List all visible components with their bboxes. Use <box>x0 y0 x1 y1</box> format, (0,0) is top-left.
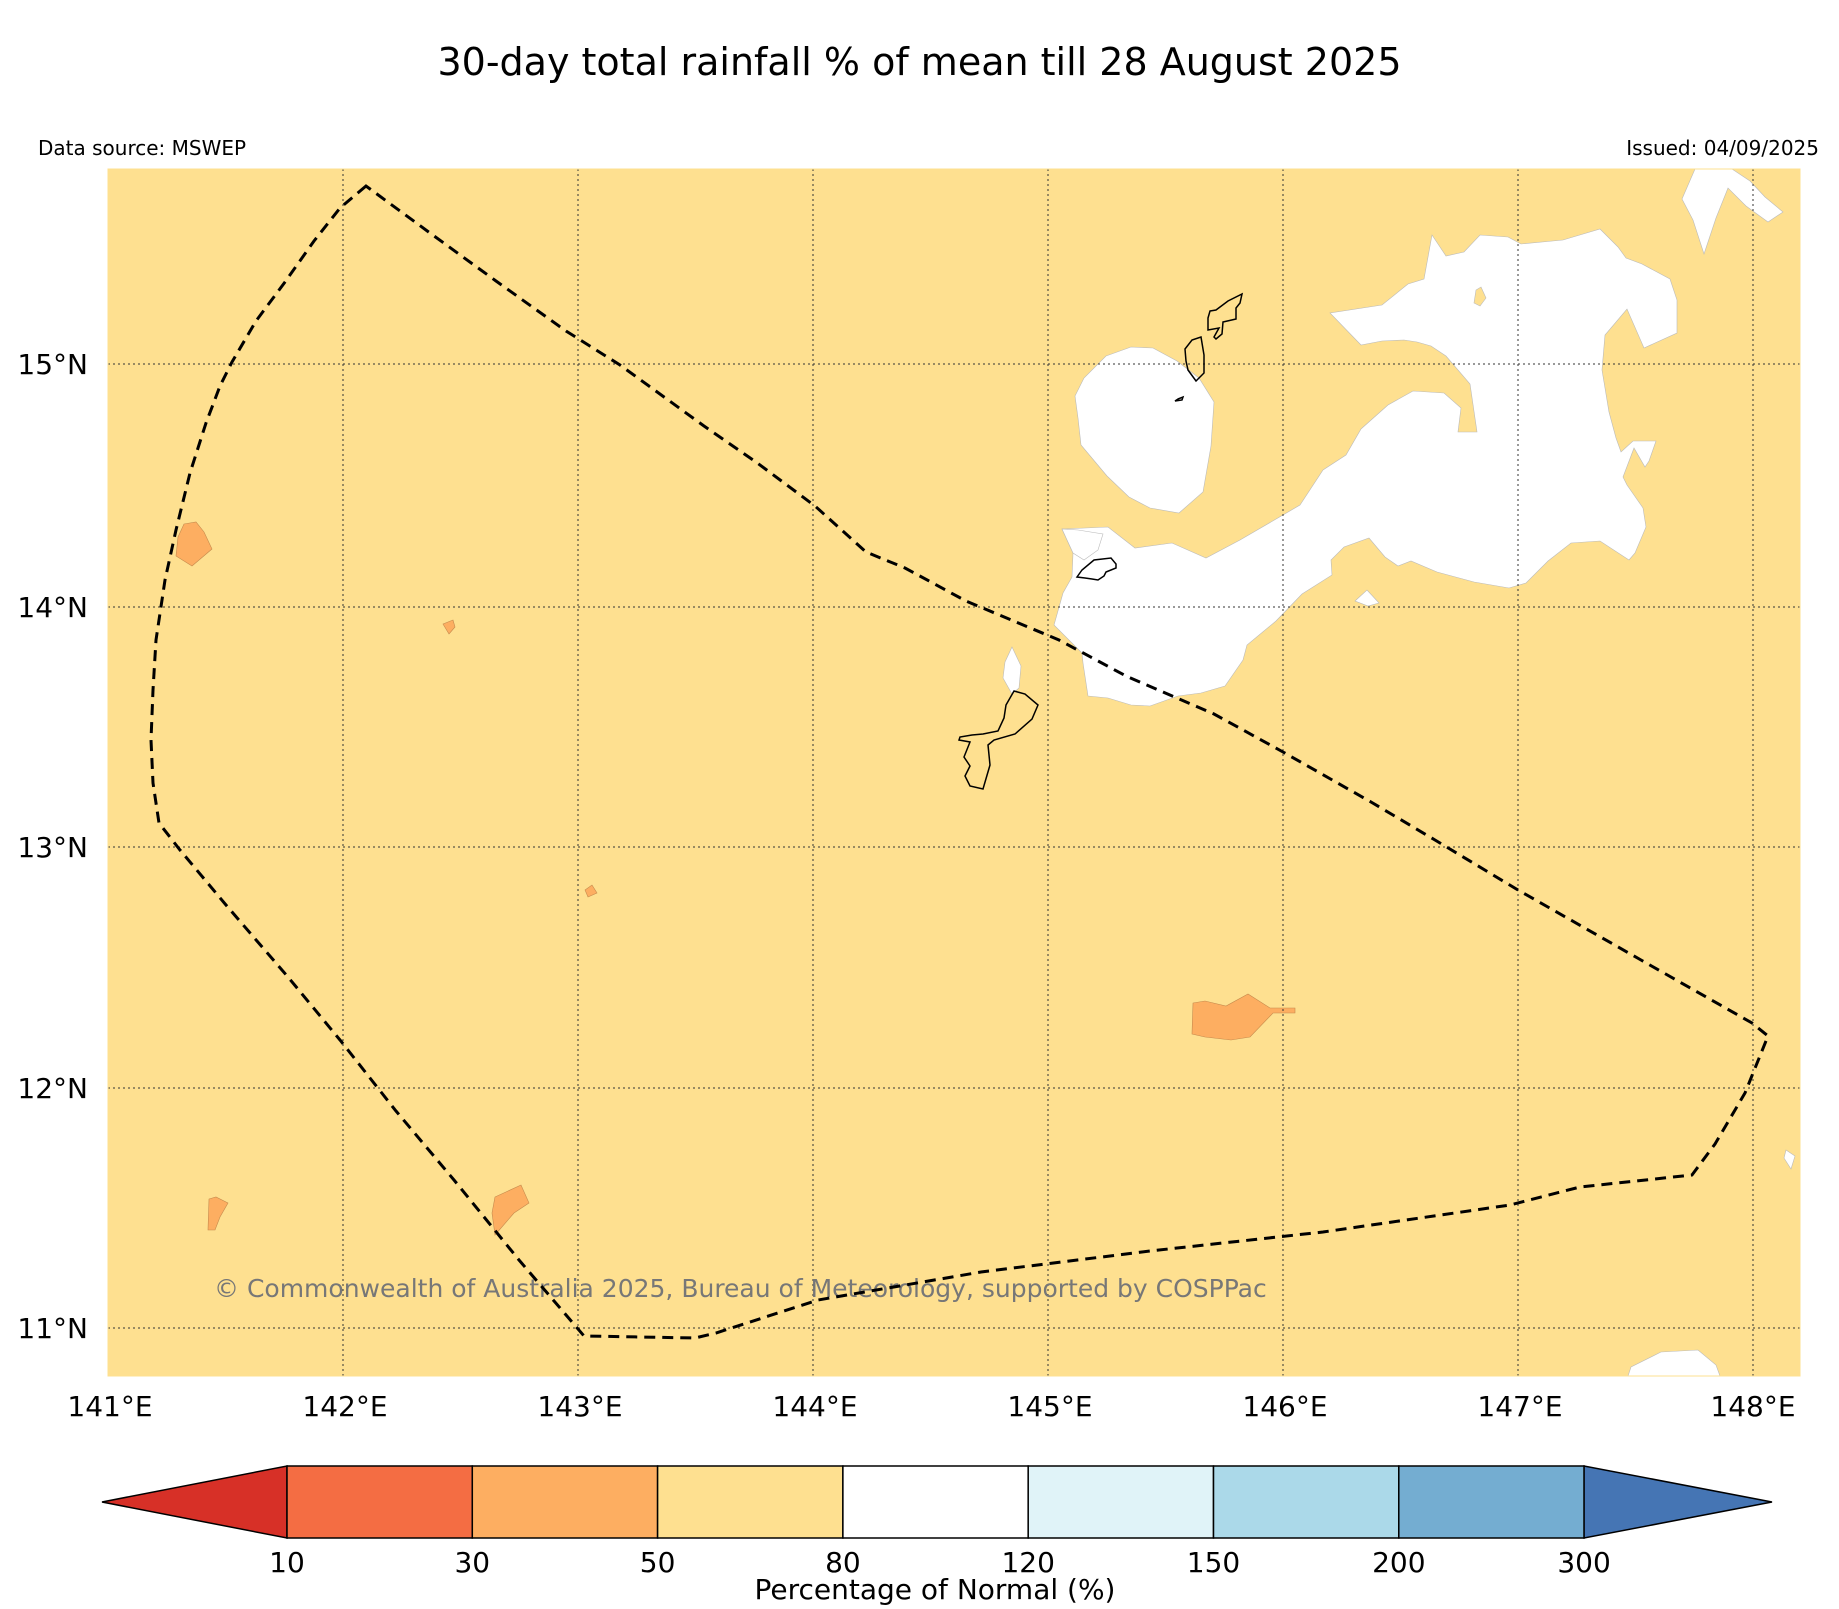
normal-region-islet-c <box>1783 1149 1796 1170</box>
colorbar-segment <box>1398 1465 1585 1539</box>
colorbar-extend-low <box>101 1465 288 1539</box>
copyright-notice: © Commonwealth of Australia 2025, Bureau… <box>214 1274 1267 1303</box>
lon-tick-label: 143°E <box>537 1390 622 1423</box>
colorbar-tick-label: 120 <box>1001 1546 1054 1579</box>
colorbar-tick-label: 30 <box>454 1546 490 1579</box>
saipan-coastline <box>1184 336 1205 383</box>
lat-tick-label: 11°N <box>17 1312 88 1345</box>
lon-tick-label: 144°E <box>772 1390 857 1423</box>
dry-patch-east <box>1191 993 1296 1041</box>
normal-region-small-hook <box>1061 528 1104 561</box>
lat-tick-label: 14°N <box>17 591 88 624</box>
anatahan-coastline <box>1207 292 1244 341</box>
lon-tick-label: 141°E <box>67 1390 152 1423</box>
guam-coastline <box>958 690 1039 790</box>
colorbar-extend-high <box>1583 1465 1773 1539</box>
colorbar-segment <box>1212 1465 1400 1539</box>
rota-coastline <box>1075 557 1117 581</box>
coastlines <box>958 292 1244 790</box>
colorbar-label: Percentage of Normal (%) <box>755 1573 1116 1606</box>
dry-patch-south-2 <box>207 1196 229 1231</box>
normal-region-north <box>1053 228 1678 707</box>
normal-region-ne-corner <box>1681 168 1784 255</box>
normal-region-west-lobe <box>1074 346 1215 514</box>
colorbar-tick-label: 80 <box>825 1546 861 1579</box>
colorbar-segment <box>656 1465 844 1539</box>
lat-tick-label: 15°N <box>17 348 88 381</box>
colorbar-segment <box>286 1465 474 1539</box>
colorbar: 10 30 50 80 120 150 200 300 Percentage of Norma… <box>101 1465 1773 1606</box>
dry-patch-islet-2 <box>584 884 598 898</box>
map-frame <box>107 168 1801 1377</box>
lon-tick-label: 142°E <box>302 1390 387 1423</box>
colorbar-tick-label: 150 <box>1187 1546 1240 1579</box>
colorbar-tick-label: 200 <box>1372 1546 1425 1579</box>
data-source-label: Data source: MSWEP <box>38 136 247 160</box>
map-panel: © Commonwealth of Australia 2025, Bureau… <box>107 168 1801 1377</box>
lon-tick-label: 146°E <box>1242 1390 1327 1423</box>
dry-patch-west <box>175 521 213 567</box>
normal-region-islet-b <box>1354 589 1380 607</box>
lat-tick-label: 13°N <box>17 831 88 864</box>
lon-tick-label: 148°E <box>1710 1390 1795 1423</box>
colorbar-segment <box>1027 1465 1215 1539</box>
colorbar-segment <box>471 1465 659 1539</box>
longitude-ticks: 141°E 142°E 143°E 144°E 145°E 146°E 147°… <box>67 1390 1795 1423</box>
lon-tick-label: 145°E <box>1007 1390 1092 1423</box>
dry-patch-islet-1 <box>442 619 456 635</box>
dry-patch-south-1 <box>491 1184 530 1236</box>
lon-tick-label: 147°E <box>1477 1390 1562 1423</box>
lat-tick-label: 12°N <box>17 1072 88 1105</box>
issued-date-label: Issued: 04/09/2025 <box>1626 136 1819 160</box>
tinian-coastline <box>1174 395 1185 402</box>
colorbar-segment <box>842 1465 1029 1539</box>
latitude-ticks: 15°N 14°N 13°N 12°N 11°N <box>17 348 88 1345</box>
colorbar-tick-label: 300 <box>1557 1546 1610 1579</box>
normal-region-tiny-dot <box>1473 286 1487 307</box>
map-title: 30-day total rainfall % of mean till 28 … <box>437 40 1402 84</box>
colorbar-tick-label: 10 <box>269 1546 305 1579</box>
colorbar-tick-label: 50 <box>640 1546 676 1579</box>
